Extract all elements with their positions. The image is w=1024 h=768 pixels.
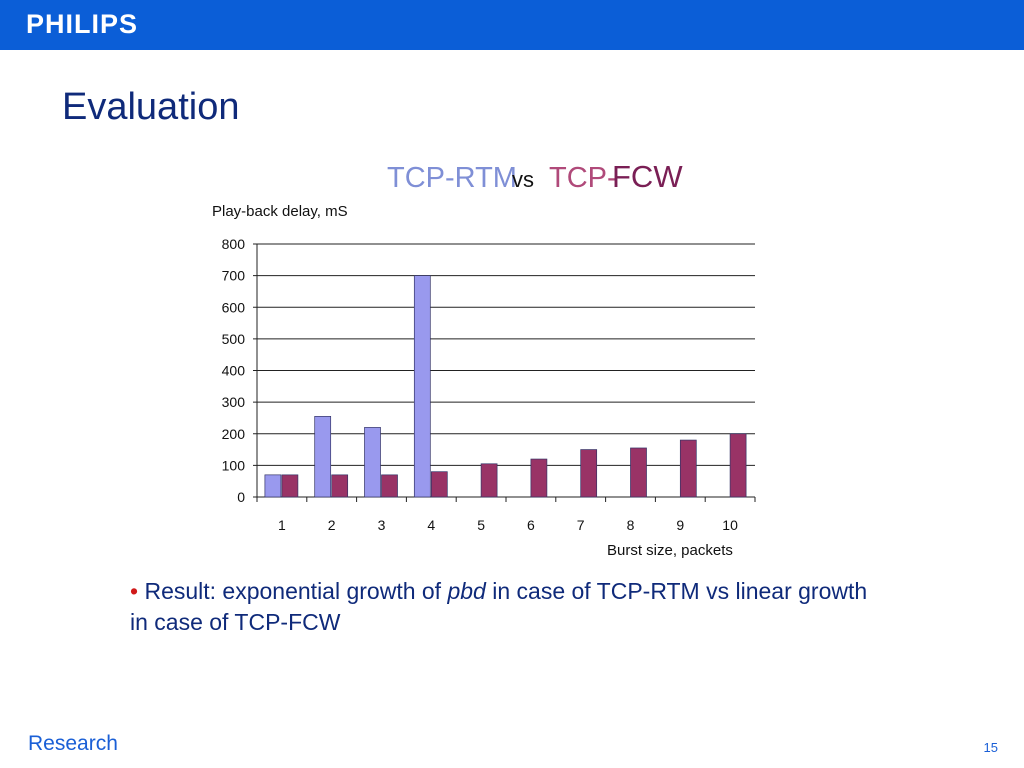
footer-research: Research: [28, 732, 118, 755]
x-tick-label: 8: [627, 517, 635, 533]
y-tick-label: 500: [222, 331, 246, 347]
result-bullet: • Result: exponential growth of pbd in c…: [130, 576, 890, 638]
bar-tcp-rtm: [264, 474, 282, 498]
chart-title-vs: vs: [512, 167, 534, 192]
chart-title-rtm: TCP-RTM: [387, 162, 517, 194]
y-tick-label: 200: [222, 426, 246, 442]
bar-tcp-fcw: [679, 439, 697, 498]
bar-tcp-rtm: [314, 416, 332, 498]
x-tick-label: 7: [577, 517, 585, 533]
y-tick-label: 0: [237, 489, 245, 505]
bar-tcp-fcw: [580, 449, 598, 498]
page-number: 15: [983, 740, 998, 755]
x-tick-label: 1: [278, 517, 286, 533]
bullet-text-before: Result: exponential growth of: [144, 578, 442, 604]
y-tick-label: 300: [222, 394, 246, 410]
chart-title-fcw: FCW: [612, 159, 683, 194]
x-axis-label: Burst size, packets: [607, 542, 733, 559]
bar-tcp-fcw: [630, 447, 647, 498]
bar-tcp-fcw: [281, 474, 299, 498]
x-tick-label: 5: [477, 517, 485, 533]
bar-tcp-fcw: [430, 471, 448, 498]
x-tick-label: 10: [722, 517, 738, 533]
bar-tcp-rtm: [364, 427, 381, 498]
bullet-emphasis: pbd: [447, 578, 486, 604]
bullet-marker: •: [130, 578, 139, 604]
header-bar: PHILIPS: [0, 0, 1024, 50]
bar-tcp-fcw: [331, 474, 349, 498]
chart-title-tcp: TCP-: [549, 162, 617, 194]
bar-tcp-fcw: [381, 474, 398, 498]
x-tick-label: 4: [427, 517, 435, 533]
slide-title: Evaluation: [62, 86, 240, 128]
philips-logo: PHILIPS: [26, 9, 139, 39]
bar-tcp-fcw: [530, 458, 548, 498]
y-tick-label: 400: [222, 363, 246, 379]
y-tick-label: 800: [222, 236, 246, 252]
bar-tcp-fcw: [480, 463, 498, 498]
y-tick-label: 100: [222, 457, 246, 473]
x-tick-label: 3: [378, 517, 386, 533]
bar-tcp-fcw: [729, 433, 747, 498]
bar-chart: TCP-RTM vs TCP- FCW Play-back delay, mS …: [212, 159, 756, 559]
bar-tcp-rtm: [413, 275, 431, 498]
bullet-text-after: in case of TCP-RTM vs linear growth in c…: [130, 578, 868, 635]
y-axis-label: Play-back delay, mS: [212, 203, 348, 220]
x-tick-label: 6: [527, 517, 535, 533]
y-tick-label: 600: [222, 299, 246, 315]
x-tick-label: 9: [676, 517, 684, 533]
y-tick-label: 700: [222, 268, 246, 284]
chart-frame: TCP-RTM vs TCP- FCW Play-back delay, mS …: [202, 137, 836, 559]
x-tick-label: 2: [328, 517, 336, 533]
